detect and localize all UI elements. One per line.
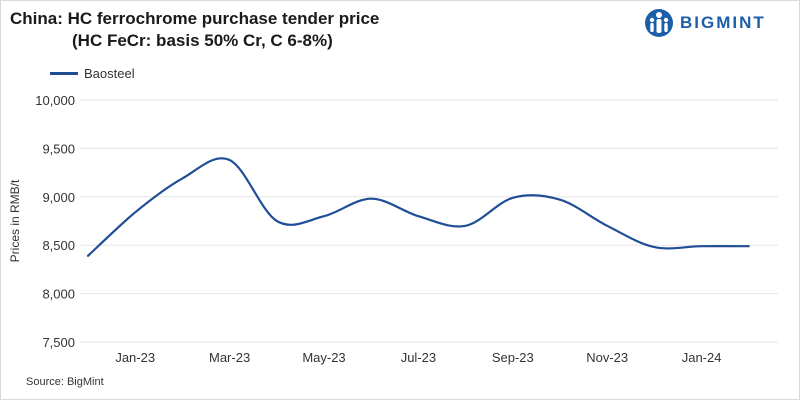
y-tick-labels: 7,500 8,000 8,500 9,000 9,500 10,000 <box>35 93 75 350</box>
y-tick-label: 10,000 <box>35 93 75 108</box>
x-tick-label: Nov-23 <box>586 350 628 365</box>
source-note: Source: BigMint <box>26 376 104 388</box>
y-tick-label: 7,500 <box>42 335 75 350</box>
title-line-1: China: HC ferrochrome purchase tender pr… <box>10 9 380 28</box>
y-tick-label: 9,000 <box>42 190 75 205</box>
bigmint-logo-icon <box>645 9 673 37</box>
x-tick-labels: Jan-23 Mar-23 May-23 Jul-23 Sep-23 Nov-23 Jan-… <box>115 350 721 365</box>
x-tick-label: Mar-23 <box>209 350 250 365</box>
x-tick-label: Jan-24 <box>682 350 722 365</box>
title-line-2: (HC FeCr: basis 50% Cr, C 6-8%) <box>72 31 333 50</box>
y-tick-label: 9,500 <box>42 141 75 156</box>
legend: Baosteel <box>50 66 135 81</box>
logo-text: BIGMINT <box>680 13 766 32</box>
x-tick-label: May-23 <box>302 350 345 365</box>
y-tick-label: 8,500 <box>42 238 75 253</box>
bigmint-logo: BIGMINT <box>644 8 766 38</box>
x-tick-label: Sep-23 <box>492 350 534 365</box>
chart-title: China: HC ferrochrome purchase tender pr… <box>10 8 379 52</box>
series-line-baosteel <box>86 157 750 257</box>
legend-swatch-baosteel <box>50 72 78 75</box>
y-tick-label: 8,000 <box>42 287 75 302</box>
x-tick-label: Jan-23 <box>115 350 155 365</box>
grid-lines <box>80 99 778 343</box>
y-axis-label: Prices in RMB/t <box>8 179 22 262</box>
x-tick-label: Jul-23 <box>401 350 436 365</box>
legend-label-baosteel: Baosteel <box>84 66 135 81</box>
